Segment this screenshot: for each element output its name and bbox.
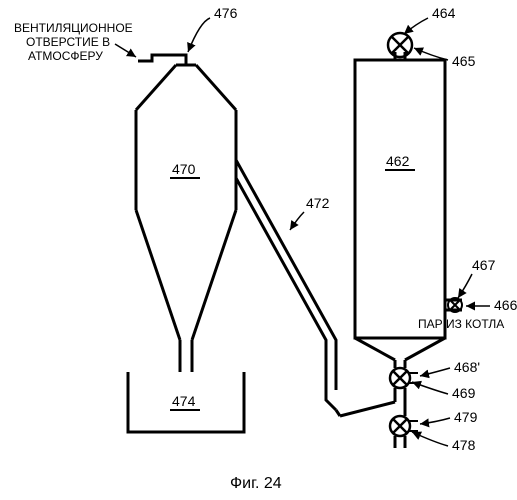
- label-boiler: ПАР ИЗ КОТЛА: [418, 317, 504, 331]
- bottom-piping: [330, 360, 418, 448]
- label-468: 468': [454, 359, 480, 375]
- label-vent-3: АТМОСФЕРУ: [28, 49, 103, 63]
- label-462: 462: [386, 153, 410, 169]
- label-479: 479: [454, 409, 478, 425]
- label-465: 465: [452, 53, 476, 69]
- label-vent-2: ОТВЕРСТИЕ В: [26, 35, 110, 49]
- label-478: 478: [452, 437, 476, 453]
- label-467: 467: [472, 257, 496, 273]
- leaders: [115, 18, 490, 446]
- label-vent-1: ВЕНТИЛЯЦИОННОЕ: [14, 21, 133, 35]
- figure-caption: Фиг. 24: [230, 475, 282, 492]
- label-470: 470: [172, 161, 196, 177]
- label-474: 474: [172, 393, 196, 409]
- label-466: 466: [494, 297, 517, 313]
- side-inlet-466: [445, 298, 462, 312]
- label-476: 476: [214, 5, 238, 21]
- valve-465: [388, 33, 412, 57]
- label-464: 464: [432, 5, 456, 21]
- label-472: 472: [306, 195, 330, 211]
- label-469: 469: [452, 385, 476, 401]
- separator-vessel: [136, 55, 236, 372]
- column-462: [355, 52, 445, 360]
